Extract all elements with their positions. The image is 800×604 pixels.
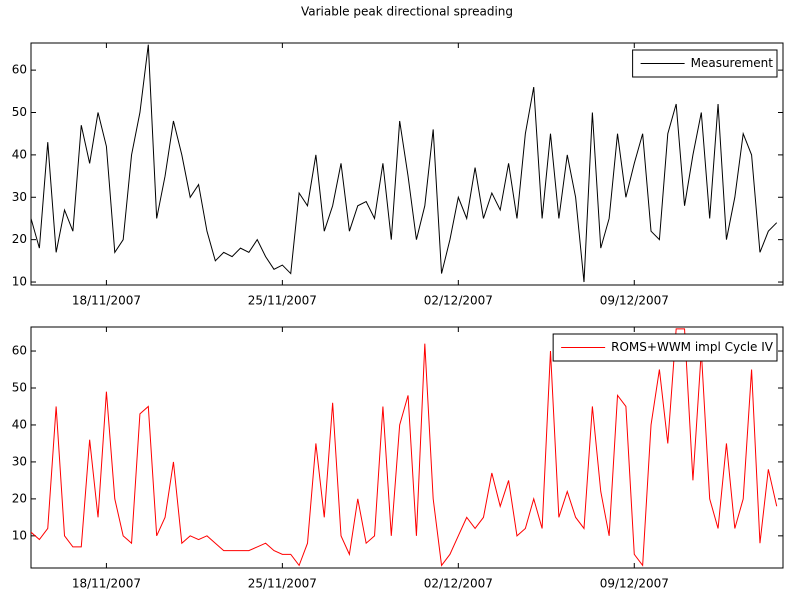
y-tick-label: 30 [12,190,27,204]
y-tick-label: 40 [12,147,27,161]
x-tick-label: 25/11/2007 [248,577,317,591]
y-tick-label: 20 [12,491,27,505]
y-tick-label: 40 [12,417,27,431]
data-line [31,328,778,567]
y-tick-label: 10 [12,275,27,289]
x-tick-label: 25/11/2007 [248,294,317,308]
x-tick-label: 18/11/2007 [72,294,141,308]
legend: ROMS+WWM impl Cycle IV [552,333,778,362]
data-line [31,44,778,283]
legend-label: Measurement [691,56,774,70]
axes-frame [30,326,784,569]
y-tick-label: 60 [12,344,27,358]
legend-box [552,333,778,362]
y-tick-label: 60 [12,63,27,77]
x-tick-label: 09/12/2007 [600,577,669,591]
x-tick-label: 18/11/2007 [72,577,141,591]
figure-title: Variable peak directional spreading [301,5,513,19]
y-tick-label: 30 [12,454,27,468]
x-tick-label: 09/12/2007 [600,294,669,308]
y-tick-label: 10 [12,528,27,542]
axes-frame [30,42,784,286]
y-tick-label: 50 [12,380,27,394]
y-tick-label: 50 [12,105,27,119]
legend-label: ROMS+WWM impl Cycle IV [611,340,774,354]
legend: Measurement [632,49,778,78]
x-tick-label: 02/12/2007 [424,294,493,308]
x-tick-label: 02/12/2007 [424,577,493,591]
y-tick-label: 20 [12,232,27,246]
